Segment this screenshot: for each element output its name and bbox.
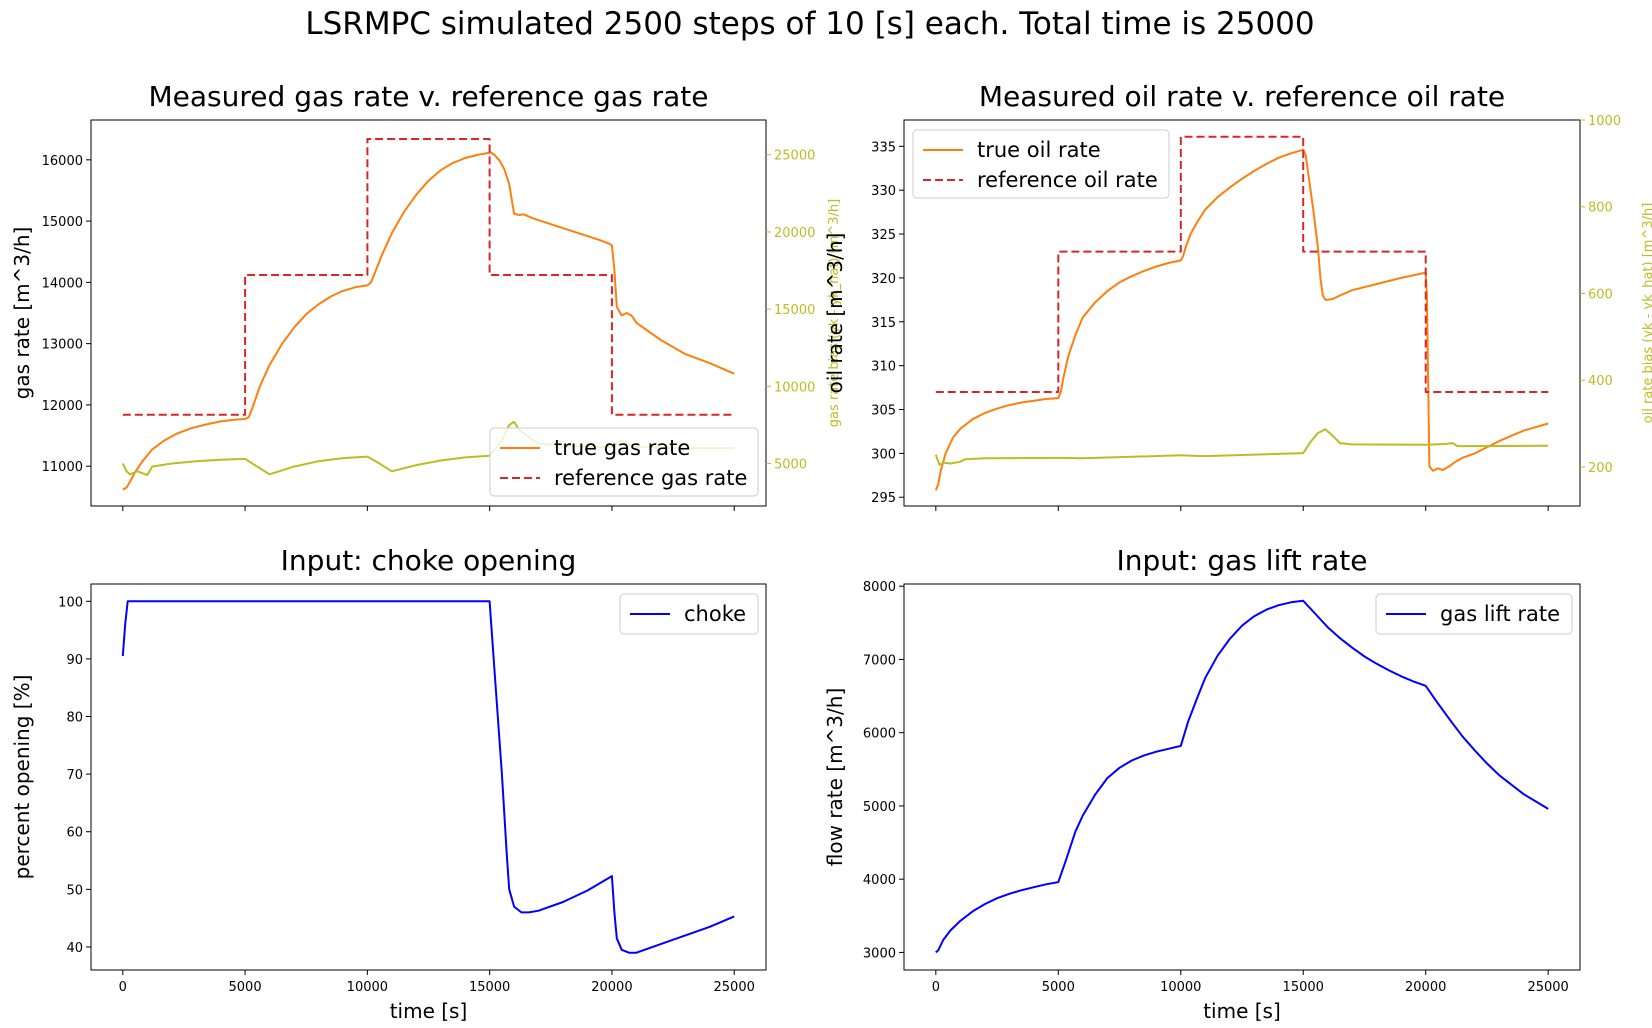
lift-ytick-label: 6000 [863, 727, 896, 742]
gas-y2tick-label: 20000 [774, 226, 815, 241]
choke-ytick-label: 70 [66, 768, 83, 783]
choke-axes-frame [90, 583, 767, 971]
choke-series-0-line [121, 600, 735, 954]
gas-legend: true gas rate reference gas rate [489, 427, 759, 497]
oil-title: Measured oil rate v. reference oil rate [979, 80, 1505, 113]
lift-legend-box [1375, 593, 1573, 635]
lift-legend: gas lift rate [1375, 593, 1573, 635]
lift-chart: Input: gas lift rate 0 5000 10000 15000 20000… [823, 544, 1581, 1023]
oil-legend-label: true oil rate [977, 138, 1101, 162]
gas-ytick-label: 11000 [42, 460, 83, 475]
oil-y-axis-label: oil rate [m^3/h] [823, 233, 847, 394]
oil-y2tick-label: 200 [1588, 461, 1613, 476]
lift-ytick-label: 5000 [863, 800, 896, 815]
gas-ytick-label: 15000 [42, 215, 83, 230]
choke-xtick-label: 5000 [229, 980, 262, 995]
gas-legend-box [489, 427, 759, 497]
lift-ytick-label: 7000 [863, 653, 896, 668]
oil-ytick-label: 325 [871, 228, 896, 243]
oil-ytick-label: 315 [871, 316, 896, 331]
gas-ytick-label: 12000 [42, 399, 83, 414]
oil-ytick-label: 310 [871, 360, 896, 375]
gas-y2tick-label: 15000 [774, 303, 815, 318]
choke-legend: choke [619, 593, 759, 635]
oil-ytick-label: 305 [871, 404, 896, 419]
oil-y2tick-label: 1000 [1588, 114, 1621, 129]
lift-xtick-label: 25000 [1527, 980, 1568, 995]
choke-xtick-label: 15000 [469, 980, 510, 995]
lift-series-0-line [935, 599, 1549, 954]
chart-panels: Measured gas rate v. reference gas rate 1… [10, 80, 1652, 1023]
oil-series-1-line [935, 135, 1549, 393]
lift-ytick-label: 8000 [863, 580, 896, 595]
gas-chart: Measured gas rate v. reference gas rate 1… [10, 80, 842, 511]
lift-xtick-label: 10000 [1160, 980, 1201, 995]
choke-ytick-label: 60 [66, 826, 83, 841]
oil-ytick-label: 330 [871, 184, 896, 199]
lift-x-axis-label: time [s] [1203, 999, 1281, 1023]
gas-y2tick-label: 5000 [774, 458, 807, 473]
choke-legend-label: choke [684, 602, 746, 626]
choke-chart: Input: choke opening 0 5000 10000 15000 20000… [10, 544, 767, 1023]
gas-y2tick-label: 25000 [774, 149, 815, 164]
choke-xtick-label: 0 [119, 980, 127, 995]
oil-legend: true oil rate reference oil rate [912, 129, 1170, 199]
gas-legend-label: true gas rate [554, 436, 690, 460]
gas-y-axis-label: gas rate [m^3/h] [10, 227, 34, 400]
oil-ytick-label: 320 [871, 272, 896, 287]
choke-xtick-label: 25000 [714, 980, 755, 995]
choke-title: Input: choke opening [281, 544, 577, 577]
gas-series-1-line [122, 138, 735, 416]
choke-x-axis-label: time [s] [390, 999, 468, 1023]
lift-xtick-label: 5000 [1042, 980, 1075, 995]
oil-ytick-label: 335 [871, 140, 896, 155]
lift-xtick-label: 20000 [1405, 980, 1446, 995]
choke-xtick-label: 10000 [347, 980, 388, 995]
lift-legend-label: gas lift rate [1440, 602, 1560, 626]
figure-title: LSRMPC simulated 2500 steps of 10 [s] ea… [305, 6, 1314, 42]
gas-series-0-line [122, 151, 735, 491]
oil-y2tick-label: 600 [1588, 287, 1613, 302]
choke-ytick-label: 90 [66, 653, 83, 668]
oil-legend-label: reference oil rate [977, 168, 1158, 192]
lift-xtick-label: 0 [932, 980, 940, 995]
choke-ytick-label: 40 [66, 941, 83, 956]
oil-ytick-label: 300 [871, 447, 896, 462]
gas-y2tick-label: 10000 [774, 380, 815, 395]
lift-y-axis-label: flow rate [m^3/h] [823, 688, 847, 867]
oil-axes-frame [903, 119, 1581, 507]
gas-ytick-label: 13000 [42, 338, 83, 353]
oil-chart: Measured oil rate v. reference oil rate 2… [823, 80, 1652, 511]
oil-series-2-line [934, 428, 1549, 466]
lift-ytick-label: 3000 [863, 946, 896, 961]
lift-title: Input: gas lift rate [1117, 544, 1368, 577]
gas-legend-label: reference gas rate [554, 466, 747, 490]
oil-series-0-line [934, 148, 1549, 491]
lift-xtick-label: 15000 [1283, 980, 1324, 995]
choke-ytick-label: 50 [66, 883, 83, 898]
gas-title: Measured gas rate v. reference gas rate [149, 80, 709, 113]
lift-ytick-label: 4000 [863, 873, 896, 888]
choke-legend-box [619, 593, 759, 635]
choke-y-axis-label: percent opening [%] [10, 675, 34, 880]
oil-y2tick-label: 400 [1588, 374, 1613, 389]
oil-legend-box [912, 129, 1170, 199]
choke-ytick-label: 100 [58, 595, 83, 610]
oil-ytick-label: 295 [871, 491, 896, 506]
choke-xtick-label: 20000 [591, 980, 632, 995]
gas-axes-frame [90, 119, 767, 507]
gas-y2-axis-label: gas rate bias (yk - yk_hat) [m^3/h] [827, 199, 842, 427]
oil-y2tick-label: 800 [1588, 201, 1613, 216]
gas-ytick-label: 16000 [42, 154, 83, 169]
oil-y2-axis-label: oil rate bias (yk - yk_hat) [m^3/h] [1641, 203, 1652, 424]
choke-ytick-label: 80 [66, 711, 83, 726]
gas-ytick-label: 14000 [42, 276, 83, 291]
lift-axes-frame [903, 583, 1581, 971]
